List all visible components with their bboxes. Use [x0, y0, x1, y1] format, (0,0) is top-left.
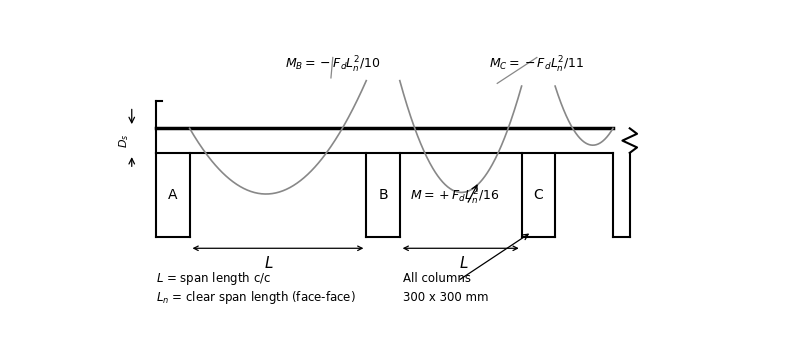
- Text: All columns: All columns: [403, 272, 471, 285]
- Text: $L_n$ = clear span length (face-face): $L_n$ = clear span length (face-face): [156, 289, 356, 306]
- Text: $M_B = -F_dL_n^2/10$: $M_B = -F_dL_n^2/10$: [285, 55, 380, 75]
- Text: $L$: $L$: [459, 255, 468, 271]
- Text: $D_s$: $D_s$: [117, 133, 130, 148]
- Text: $M_C = -F_dL_n^2/11$: $M_C = -F_dL_n^2/11$: [489, 55, 585, 75]
- Text: $L$ = span length c/c: $L$ = span length c/c: [156, 270, 271, 287]
- Text: A: A: [168, 188, 178, 202]
- Text: B: B: [378, 188, 387, 202]
- Text: $M = +F_dL_n^2/16$: $M = +F_dL_n^2/16$: [410, 187, 499, 206]
- Text: C: C: [534, 188, 543, 202]
- Text: 300 x 300 mm: 300 x 300 mm: [403, 291, 488, 304]
- Text: $L$: $L$: [264, 255, 274, 271]
